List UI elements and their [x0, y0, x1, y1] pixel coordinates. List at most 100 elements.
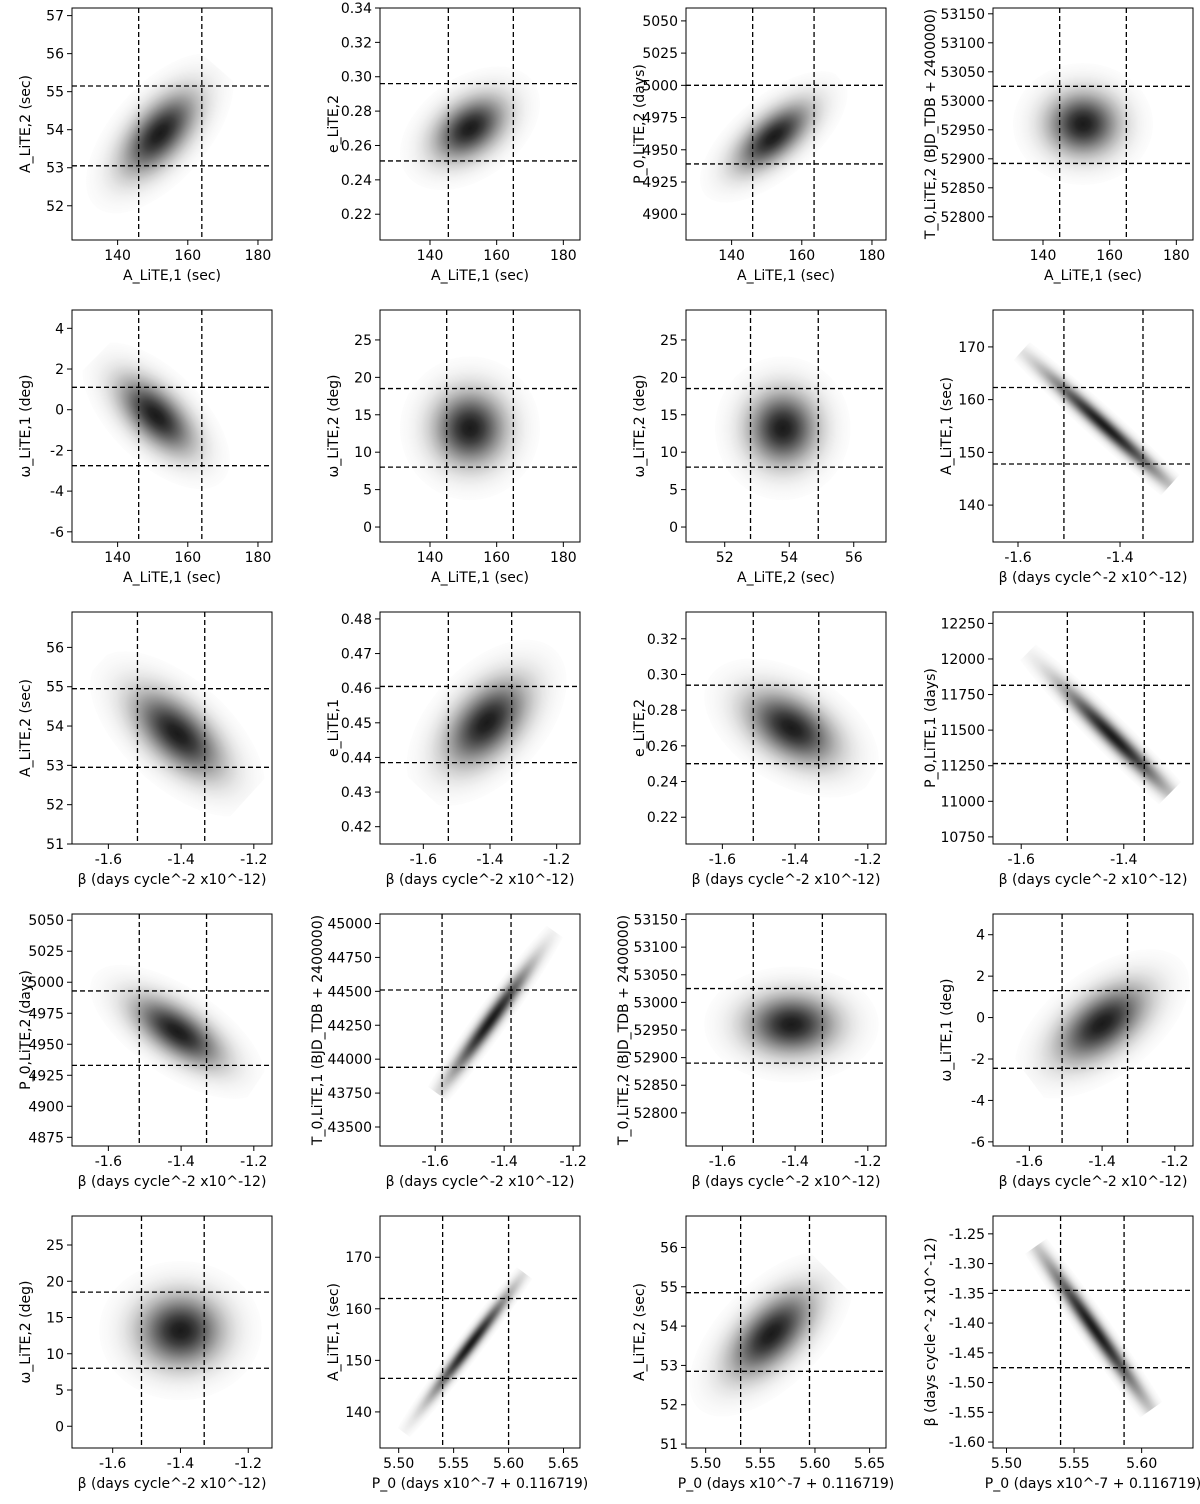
x-tick-label: -1.6: [1016, 1154, 1043, 1170]
x-tick-label: 56: [845, 550, 863, 566]
y-tick-label: 0.24: [647, 775, 678, 791]
x-tick-label: -1.2: [240, 852, 267, 868]
panel: -1.6 -1.4 -1.2 4875 4900 4925 4950 4975 5000 5025…: [18, 913, 273, 1190]
panel: 140 160 180 52800 52850 52900 52950 53000 53050 5…: [923, 7, 1194, 284]
panel: -1.6 -1.4 -1.2 51 52 53 54 55 56 β (days cycle^-2…: [18, 611, 273, 888]
y-tick-label: 4: [55, 321, 64, 337]
panel: -1.6 -1.4 140 150 160 170 β (days cycle^-2 x10…: [939, 309, 1200, 586]
x-tick-label: 5.60: [799, 1456, 830, 1472]
y-tick-label: 4950: [642, 143, 678, 159]
y-tick-label: 0.45: [341, 716, 372, 732]
x-tick-label: 5.50: [991, 1456, 1022, 1472]
plot-frame: [992, 7, 1194, 241]
y-tick-label: 20: [46, 1274, 64, 1290]
y-tick-label: -1.60: [949, 1435, 985, 1451]
density-blob: [82, 342, 230, 490]
y-tick-label: 170: [345, 1250, 372, 1266]
y-tick-label: 0.24: [341, 173, 372, 189]
x-tick-label: -1.4: [1088, 1154, 1115, 1170]
density-blob: [700, 71, 848, 203]
y-tick-label: 44750: [327, 950, 372, 966]
density-blob: [689, 1251, 854, 1417]
density-blob: [1013, 63, 1153, 185]
plot-frame: [71, 7, 273, 241]
x-tick-label: 180: [245, 248, 272, 264]
plot-frame: [71, 1215, 273, 1449]
x-tick-label: -1.4: [490, 1154, 517, 1170]
plot-frame: [71, 309, 273, 543]
y-tick-label: 53000: [940, 94, 985, 110]
y-tick-label: 15: [660, 408, 678, 424]
y-tick-label: 53050: [940, 65, 985, 81]
y-tick-label: 4875: [28, 1130, 64, 1146]
y-axis-label: ω_LiTE,1 (deg): [18, 375, 34, 478]
density-blob: [715, 356, 851, 501]
x-tick-label: 160: [788, 248, 815, 264]
y-tick-label: 0.30: [647, 667, 678, 683]
plot-frame: [379, 7, 581, 241]
plot-frame: [71, 611, 273, 845]
y-tick-label: -1.55: [949, 1405, 985, 1421]
x-axis-label: A_LiTE,1 (sec): [123, 570, 221, 586]
y-tick-label: 55: [46, 680, 64, 696]
y-tick-label: 15: [46, 1311, 64, 1327]
y-tick-label: 53100: [633, 940, 678, 956]
x-tick-label: 160: [483, 550, 510, 566]
x-tick-label: -1.6: [410, 852, 437, 868]
y-tick-label: 170: [958, 340, 985, 356]
y-tick-label: 2: [976, 969, 985, 985]
y-tick-label: 0.28: [341, 104, 372, 120]
plot-frame: [992, 309, 1194, 543]
x-tick-label: -1.6: [95, 852, 122, 868]
panel: 5.50 5.55 5.60 5.65 140 150 160 170 P_0 (days x1…: [326, 1215, 588, 1492]
y-tick-label: 53: [46, 161, 64, 177]
y-tick-label: 4: [976, 928, 985, 944]
y-tick-label: 2: [55, 362, 64, 378]
y-tick-label: 4900: [642, 207, 678, 223]
y-tick-label: 0.47: [341, 647, 372, 663]
x-tick-label: 52: [716, 550, 734, 566]
panel: 5.50 5.55 5.60 5.65 51 52 53 54 55 56 P_0 (days x1…: [632, 1215, 894, 1492]
y-tick-label: 53100: [940, 36, 985, 52]
y-tick-label: 0.26: [341, 138, 372, 154]
y-tick-label: 0.48: [341, 612, 372, 628]
x-axis-label: β (days cycle^-2 x10^-12): [78, 872, 267, 888]
y-tick-label: 5000: [642, 78, 678, 94]
y-axis-label: P_0,LiTE,2 (days): [632, 64, 648, 184]
y-axis-label: P_0,LiTE,2 (days): [18, 970, 34, 1090]
y-tick-label: 5050: [28, 913, 64, 929]
x-tick-label: 160: [174, 550, 201, 566]
panel: 140 160 180 0.22 0.24 0.26 0.28 0.30 0.32 0.34 A_L…: [326, 1, 581, 284]
density-blob: [90, 964, 265, 1099]
density-blob: [992, 1186, 1196, 1472]
x-axis-label: β (days cycle^-2 x10^-12): [78, 1174, 267, 1190]
y-tick-label: 53000: [633, 995, 678, 1011]
x-tick-label: -1.2: [543, 852, 570, 868]
y-axis-label: e_LiTE,1: [326, 699, 342, 757]
y-tick-label: 44000: [327, 1052, 372, 1068]
x-tick-label: 140: [1030, 248, 1057, 264]
density-blob: [90, 651, 265, 817]
plot-frame: [71, 913, 273, 1147]
y-tick-label: 55: [660, 1280, 678, 1296]
y-tick-label: 5: [363, 483, 372, 499]
x-axis-label: P_0 (days x10^-7 + 0.116719): [985, 1476, 1200, 1492]
y-tick-label: 52800: [633, 1106, 678, 1122]
x-tick-label: 5.55: [1058, 1456, 1089, 1472]
density-blob: [407, 907, 574, 1136]
density-blob: [982, 315, 1200, 537]
y-tick-label: 43500: [327, 1120, 372, 1136]
y-tick-label: 150: [958, 445, 985, 461]
y-tick-label: 4975: [28, 1006, 64, 1022]
plot-frame: [992, 611, 1194, 845]
y-tick-label: 0.32: [647, 632, 678, 648]
y-tick-label: -2: [971, 1052, 985, 1068]
x-axis-label: β (days cycle^-2 x10^-12): [386, 872, 575, 888]
y-tick-label: 52: [46, 199, 64, 215]
density-blob: [1005, 630, 1200, 844]
x-tick-label: 140: [104, 550, 131, 566]
plot-frame: [379, 309, 581, 543]
y-tick-label: -1.50: [949, 1376, 985, 1392]
plot-frame: [685, 1215, 887, 1449]
y-tick-label: 25: [354, 333, 372, 349]
